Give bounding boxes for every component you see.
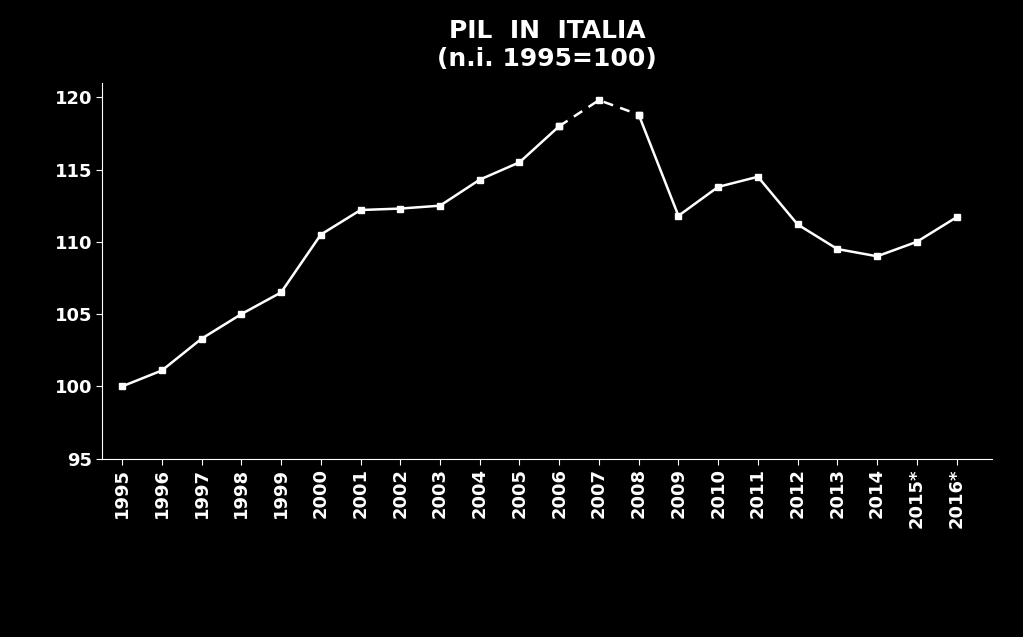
Title: PIL  IN  ITALIA
(n.i. 1995=100): PIL IN ITALIA (n.i. 1995=100)	[438, 19, 657, 71]
